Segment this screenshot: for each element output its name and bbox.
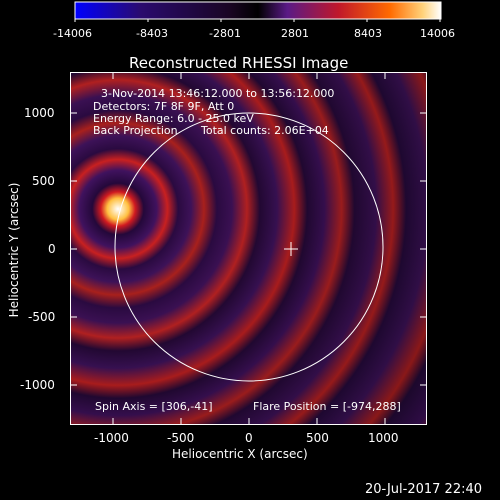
solar-limb-circle — [114, 112, 384, 382]
total-counts-label: Total counts: 2.06E+04 — [201, 124, 329, 137]
y-tick-label: -1000 — [20, 378, 55, 392]
time-range-label: 3-Nov-2014 13:46:12.000 to 13:56:12.000 — [101, 87, 335, 100]
x-tick-label: 0 — [245, 431, 253, 445]
x-tick-label: 500 — [306, 431, 329, 445]
y-tick-label: 0 — [48, 242, 56, 256]
y-tick-label: 1000 — [24, 106, 55, 120]
colorbar — [74, 1, 442, 22]
y-axis-label: Heliocentric Y (arcsec) — [7, 182, 21, 318]
footer-date: 20-Jul-2017 22:40 — [365, 482, 483, 497]
y-tick-label: -500 — [28, 310, 56, 324]
x-tick-label: 1000 — [368, 431, 399, 445]
y-axis-ticks — [70, 112, 427, 386]
spin-axis-label: Spin Axis = [306,-41] — [95, 400, 213, 413]
image-title: Reconstructed RHESSI Image — [129, 54, 349, 72]
energy-range-label: Energy Range: 6.0 - 25.0 keV — [93, 112, 254, 125]
colorbar-tick-label: -8403 — [136, 27, 168, 40]
colorbar-tick-label: 14006 — [420, 27, 455, 40]
colorbar-gradient — [74, 1, 442, 20]
x-axis-label: Heliocentric X (arcsec) — [172, 447, 308, 461]
x-tick-label: -1000 — [94, 431, 129, 445]
method-label: Back Projection — [93, 124, 178, 137]
spin-axis-marker — [284, 242, 298, 256]
colorbar-tick-label: -14006 — [53, 27, 92, 40]
flare-position-label: Flare Position = [-974,288] — [253, 400, 401, 413]
colorbar-tick-label: 2801 — [281, 27, 309, 40]
x-axis-ticks — [112, 72, 386, 425]
rhessi-image — [70, 72, 427, 425]
y-tick-label: 500 — [32, 174, 55, 188]
colorbar-tick-label: -2801 — [209, 27, 241, 40]
detectors-label: Detectors: 7F 8F 9F, Att 0 — [93, 100, 235, 113]
backprojection-rings — [70, 72, 427, 425]
x-tick-label: -500 — [167, 431, 195, 445]
colorbar-tick-label: 8403 — [354, 27, 382, 40]
